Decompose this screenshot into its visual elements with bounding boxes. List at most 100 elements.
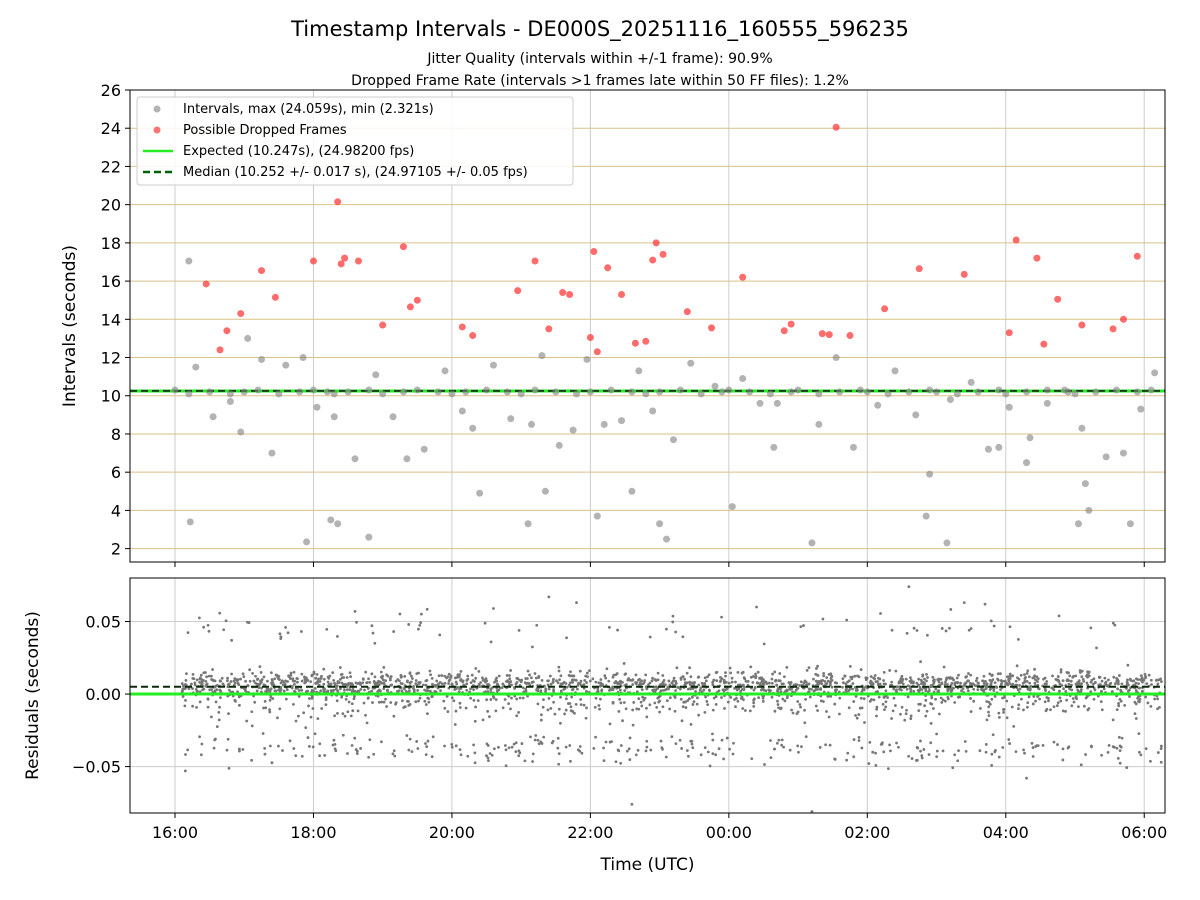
residual-point bbox=[1026, 701, 1030, 705]
residual-point bbox=[1022, 748, 1025, 752]
residual-point bbox=[514, 750, 518, 753]
interval-point bbox=[483, 386, 491, 394]
residual-point bbox=[1089, 744, 1093, 748]
residual-point bbox=[943, 699, 947, 703]
residual-point bbox=[378, 688, 381, 692]
residual-point bbox=[944, 629, 948, 633]
residual-point bbox=[655, 705, 659, 709]
residual-point bbox=[464, 706, 468, 710]
interval-point bbox=[739, 375, 747, 383]
residual-point bbox=[1139, 674, 1143, 678]
residual-point bbox=[340, 672, 344, 676]
residual-point bbox=[886, 767, 890, 771]
residual-point bbox=[711, 738, 715, 742]
residual-point bbox=[184, 753, 187, 756]
residual-point bbox=[359, 683, 362, 686]
residual-point bbox=[1027, 695, 1031, 699]
residual-point bbox=[484, 677, 488, 681]
residual-point bbox=[521, 696, 525, 700]
residual-point bbox=[556, 681, 560, 685]
residual-point bbox=[857, 736, 861, 739]
residual-point bbox=[857, 739, 861, 742]
residual-point bbox=[443, 706, 447, 710]
residual-point bbox=[833, 757, 837, 761]
residual-point bbox=[711, 680, 715, 684]
residual-point bbox=[458, 706, 462, 709]
residual-point bbox=[326, 689, 330, 693]
residual-point bbox=[741, 683, 745, 687]
residual-point bbox=[976, 688, 980, 691]
residual-point bbox=[296, 677, 299, 680]
residual-point bbox=[535, 623, 539, 627]
residual-point bbox=[744, 680, 748, 683]
residual-point bbox=[512, 686, 516, 689]
residual-point bbox=[394, 702, 397, 706]
residual-point bbox=[185, 672, 188, 676]
residual-point bbox=[868, 740, 872, 744]
legend-label-median: Median (10.252 +/- 0.017 s), (24.97105 +… bbox=[183, 165, 528, 180]
residual-point bbox=[983, 602, 987, 606]
residual-point bbox=[1137, 699, 1140, 703]
residual-point bbox=[878, 677, 882, 681]
residual-point bbox=[642, 681, 646, 685]
residual-point bbox=[571, 681, 574, 684]
residual-point bbox=[1031, 755, 1035, 758]
interval-point bbox=[1113, 386, 1121, 394]
residual-point bbox=[340, 676, 344, 680]
interval-point bbox=[507, 415, 515, 423]
residual-point bbox=[729, 696, 733, 699]
residual-point bbox=[1033, 681, 1037, 685]
residual-point bbox=[725, 736, 729, 740]
residual-point bbox=[988, 672, 992, 676]
residual-point bbox=[1147, 673, 1151, 677]
residual-point bbox=[489, 640, 493, 644]
residual-point bbox=[454, 687, 458, 691]
residual-point bbox=[585, 671, 589, 675]
residual-point bbox=[345, 676, 349, 679]
residual-point bbox=[580, 751, 584, 755]
residual-point bbox=[437, 674, 441, 678]
residual-point bbox=[353, 695, 356, 698]
residual-point bbox=[876, 683, 880, 687]
residual-point bbox=[593, 706, 597, 709]
residual-point bbox=[555, 679, 558, 683]
residual-point bbox=[1149, 678, 1153, 682]
residual-point bbox=[241, 672, 245, 676]
intervals-y-tick-label: 20 bbox=[101, 196, 121, 215]
residual-point bbox=[1036, 695, 1039, 698]
residual-point bbox=[505, 673, 509, 677]
residual-point bbox=[791, 690, 794, 694]
residual-point bbox=[1103, 676, 1107, 680]
residual-point bbox=[703, 710, 707, 714]
residual-point bbox=[1115, 708, 1119, 712]
residual-point bbox=[1140, 676, 1144, 680]
residual-point bbox=[920, 688, 924, 691]
interval-point bbox=[628, 388, 636, 396]
residual-point bbox=[559, 721, 562, 725]
residual-point bbox=[572, 674, 576, 678]
residual-point bbox=[355, 752, 359, 756]
residual-point bbox=[361, 681, 365, 685]
residual-point bbox=[202, 671, 206, 675]
residual-point bbox=[544, 690, 547, 694]
residual-point bbox=[932, 682, 936, 685]
residual-point bbox=[841, 685, 844, 689]
interval-point bbox=[1023, 459, 1031, 467]
residual-point bbox=[706, 750, 710, 754]
interval-point bbox=[365, 533, 373, 541]
residual-point bbox=[251, 672, 254, 675]
residual-point bbox=[640, 704, 644, 708]
residual-point bbox=[191, 672, 195, 676]
residual-point bbox=[1068, 687, 1072, 691]
residual-point bbox=[453, 723, 457, 726]
residual-point bbox=[585, 689, 588, 693]
residual-point bbox=[408, 737, 412, 741]
interval-point bbox=[399, 388, 407, 396]
residual-point bbox=[292, 670, 296, 674]
residual-point bbox=[758, 676, 761, 680]
residual-point bbox=[822, 671, 826, 675]
residual-point bbox=[690, 695, 694, 699]
interval-point bbox=[462, 388, 470, 396]
residual-point bbox=[941, 749, 945, 753]
residual-point bbox=[284, 679, 287, 683]
